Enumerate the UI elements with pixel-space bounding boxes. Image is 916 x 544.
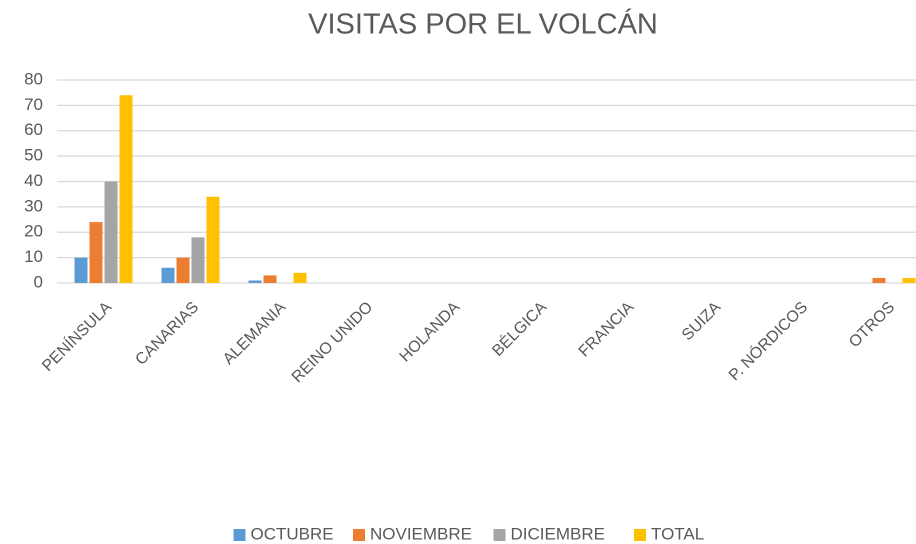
bar: [248, 280, 262, 283]
y-tick-label: 60: [24, 120, 43, 139]
legend-swatch: [634, 529, 646, 541]
y-tick-label: 30: [24, 196, 43, 215]
y-tick-label: 50: [24, 146, 43, 165]
bar: [206, 196, 220, 283]
legend-label: NOVIEMBRE: [370, 524, 472, 543]
bar: [119, 95, 133, 283]
x-tick-label: HOLANDA: [397, 299, 464, 366]
legend-swatch: [493, 529, 506, 541]
y-tick-label: 20: [24, 222, 43, 241]
legend-swatch: [353, 529, 365, 541]
x-tick-label: REINO UNIDO: [289, 299, 376, 386]
bar: [191, 237, 205, 283]
x-tick-label: OTROS: [846, 299, 898, 351]
legend-label: TOTAL: [651, 524, 704, 543]
legend-swatch: [233, 529, 246, 541]
x-tick-label: PENÍNSULA: [38, 297, 116, 375]
x-tick-label: FRANCIA: [576, 299, 638, 361]
legend-label: OCTUBRE: [251, 524, 334, 543]
chart-title: VISITAS POR EL VOLCÁN: [308, 8, 658, 41]
bar: [89, 222, 103, 283]
x-tick-label: CANARIAS: [132, 299, 202, 369]
bar: [902, 277, 916, 283]
y-tick-label: 40: [24, 171, 43, 190]
bar: [263, 275, 277, 283]
bar: [872, 277, 886, 283]
bar: [74, 257, 88, 283]
x-tick-label: ALEMANIA: [220, 299, 289, 368]
x-tick-label: BÉLGICA: [488, 297, 551, 360]
y-tick-label: 70: [24, 95, 43, 114]
y-tick-label: 0: [34, 272, 43, 291]
bar: [161, 267, 175, 283]
x-tick-label: P. NÓRDICOS: [725, 297, 812, 384]
legend-label: DICIEMBRE: [511, 524, 605, 543]
bar: [176, 257, 190, 283]
y-tick-label: 10: [24, 247, 43, 266]
bar: [293, 272, 307, 283]
y-tick-label: 80: [24, 69, 43, 88]
bar: [104, 181, 118, 283]
x-tick-label: SUIZA: [679, 299, 725, 345]
